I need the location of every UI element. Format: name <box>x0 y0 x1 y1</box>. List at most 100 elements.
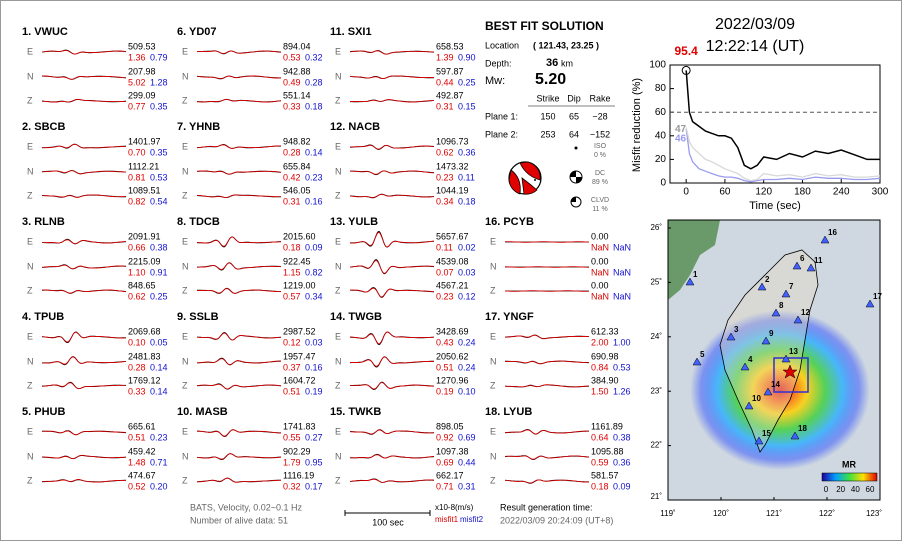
lat-label: 22˚ <box>650 441 662 450</box>
station-number: 5 <box>700 350 705 359</box>
misfit2: 0.12 <box>458 291 476 301</box>
misfit2: 0.31 <box>458 481 476 491</box>
synthetic-trace <box>196 477 282 483</box>
component-label: E <box>27 236 33 246</box>
component-name: DC <box>595 170 605 177</box>
amplitude: 2091.91 <box>128 231 161 241</box>
component-label: Z <box>335 285 341 295</box>
misfit2: NaN <box>613 291 631 301</box>
y-tick-label: 80 <box>655 83 667 94</box>
misfit1: 0.77 <box>128 101 146 111</box>
misfit2: 0.36 <box>613 457 631 467</box>
station-label: 14. TWGB <box>330 311 382 323</box>
misfit1: 0.37 <box>283 362 301 372</box>
synthetic-trace <box>41 264 127 270</box>
synthetic-trace <box>41 382 126 390</box>
synthetic-trace <box>504 479 589 484</box>
table-header: Dip <box>567 93 581 103</box>
synthetic-trace <box>350 170 435 175</box>
component-label: Z <box>490 285 496 295</box>
amplitude: 597.87 <box>436 66 464 76</box>
misfit2: 0.18 <box>458 196 476 206</box>
x-tick-label: 0 <box>683 187 689 198</box>
component-label: E <box>335 236 341 246</box>
synthetic-trace <box>41 356 127 365</box>
amplitude: 655.84 <box>283 161 311 171</box>
lon-label: 121˚ <box>766 509 782 518</box>
amplitude: 1769.12 <box>128 375 161 385</box>
station-number: 2 <box>765 275 770 284</box>
synthetic-trace <box>504 455 590 460</box>
station-number: 4 <box>748 355 753 364</box>
component-label: N <box>490 451 497 461</box>
misfit1: 1.36 <box>128 52 146 62</box>
misfit1: 0.51 <box>436 362 454 372</box>
amplitude: 1089.51 <box>128 185 161 195</box>
misfit2: 0.90 <box>458 52 476 62</box>
misfit1: 0.64 <box>591 432 609 442</box>
amplitude: 2050.62 <box>436 351 469 361</box>
synthetic-trace <box>197 429 282 437</box>
amplitude: 1741.83 <box>283 421 316 431</box>
station-triangle <box>744 401 754 410</box>
misfit2: 0.14 <box>150 386 168 396</box>
start-label: 47 <box>675 124 687 135</box>
component-label: Z <box>182 95 188 105</box>
component-label: E <box>27 141 33 151</box>
station-triangle <box>692 357 702 366</box>
amplitude: 5657.67 <box>436 231 469 241</box>
misfit1: 0.62 <box>436 147 454 157</box>
misfit1: 0.55 <box>283 432 301 442</box>
component-name: CLVD <box>591 197 609 204</box>
misfit2: 0.23 <box>150 432 168 442</box>
filter: BATS, Velocity, 0.02~0.1 Hz <box>190 502 302 512</box>
amplitude: 898.05 <box>436 421 464 431</box>
misfit2: 0.54 <box>150 196 168 206</box>
station-label: 5. PHUB <box>22 406 65 418</box>
component-label: N <box>182 261 189 271</box>
station-label: 4. TPUB <box>22 311 64 323</box>
amplitude: 658.53 <box>436 41 464 51</box>
station-triangle <box>761 336 771 345</box>
synthetic-trace <box>42 479 126 483</box>
synthetic-trace <box>505 290 590 292</box>
lon-label: 119˚ <box>660 509 676 518</box>
misfit2: 0.24 <box>458 362 476 372</box>
misfit2: 0.71 <box>150 457 168 467</box>
synthetic-trace <box>350 287 435 298</box>
synthetic-trace <box>42 454 126 460</box>
synthetic-trace <box>41 50 127 55</box>
synthetic-trace <box>350 382 435 390</box>
synthetic-trace <box>504 334 590 340</box>
misfit1: 0.23 <box>436 172 454 182</box>
synthetic-trace <box>349 50 435 55</box>
component-label: E <box>182 236 188 246</box>
amplitude: 546.05 <box>283 185 311 195</box>
station-triangle <box>685 277 695 286</box>
misfit2: 0.95 <box>305 457 323 467</box>
amplitude: 1219.00 <box>283 280 316 290</box>
synthetic-trace <box>349 454 435 459</box>
misfit2: 0.17 <box>305 481 323 491</box>
synthetic-trace <box>349 429 435 435</box>
synthetic-trace <box>350 75 434 80</box>
synthetic-trace <box>196 332 282 341</box>
amplitude: 581.57 <box>591 470 619 480</box>
misfit2: 0.09 <box>305 242 323 252</box>
misfit2: 1.28 <box>150 77 168 87</box>
station-number: 9 <box>769 329 774 338</box>
lon-label: 120˚ <box>713 509 729 518</box>
generation-label: Result generation time: <box>500 502 593 512</box>
misfit1: 0.82 <box>128 196 146 206</box>
synthetic-trace <box>350 99 435 103</box>
component-label: N <box>27 166 34 176</box>
station-number: 1 <box>693 270 698 279</box>
misfit2: 0.20 <box>150 481 168 491</box>
station-number: 6 <box>800 254 805 263</box>
component-label: E <box>490 331 496 341</box>
amplitude: 1096.73 <box>436 136 469 146</box>
amplitude: 492.87 <box>436 90 464 100</box>
amplitude: 1473.32 <box>436 161 469 171</box>
synthetic-trace <box>42 289 127 294</box>
component-label: Z <box>490 475 496 485</box>
